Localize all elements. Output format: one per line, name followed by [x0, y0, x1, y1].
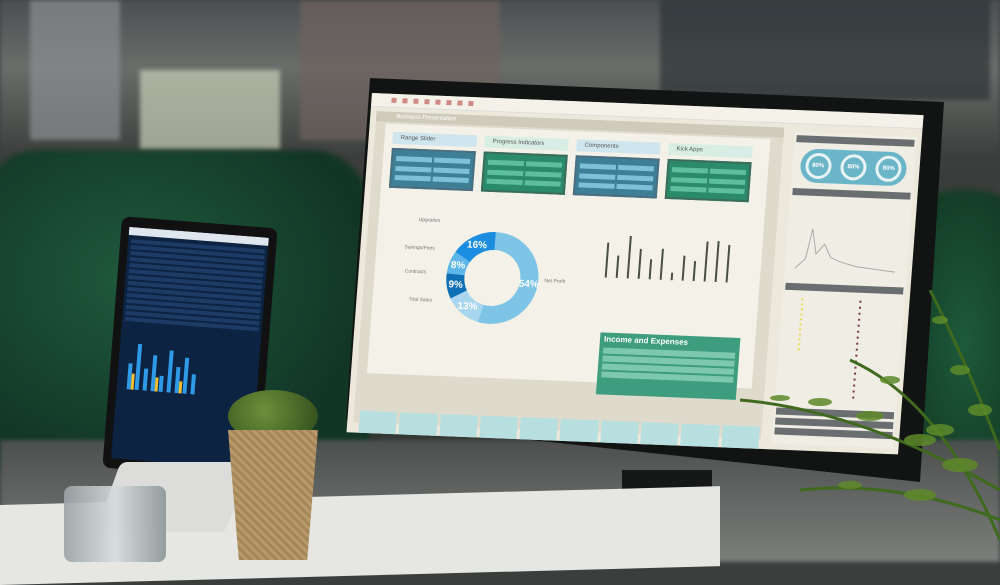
gauge: 80%: [839, 153, 868, 181]
donut-chart: 54% 13% 9% 8%16%: [446, 232, 539, 324]
donut-label: Upgrades: [418, 216, 441, 224]
sparkline-bar: [648, 259, 653, 280]
bar-sparkline: [604, 235, 731, 283]
gauge: 80%: [874, 155, 903, 183]
sparkline-bar: [703, 241, 709, 282]
donut-slice-label: 9%: [448, 279, 463, 291]
donut-slice: [446, 251, 470, 276]
donut-label: Trial Sales: [408, 296, 433, 304]
slide-page: Range Slider Progress Indicators Compone…: [366, 123, 771, 400]
sparkline-bar: [637, 248, 642, 279]
tablet-bar-chart: [126, 343, 196, 395]
gauge-group: 80% 80% 80%: [799, 148, 908, 187]
sparkline-bar: [681, 255, 686, 281]
document-area: Business Presentation Range Slider Progr…: [353, 111, 785, 453]
side-panel: 80% 80% 80%: [771, 132, 917, 449]
donut-label: Net Profit: [544, 278, 566, 285]
donut-slice-label: 54%: [518, 279, 539, 291]
donut-slice-label: 16%: [467, 240, 488, 252]
donut-slice: [446, 273, 467, 299]
glass-jar: [64, 486, 166, 562]
card-progress-indicators: Progress Indicators: [480, 135, 569, 195]
monitor-screen: Business Presentation Range Slider Progr…: [346, 93, 924, 455]
sparkline-bar: [615, 255, 620, 279]
sparkline-bar: [604, 242, 610, 278]
fern-plant: [740, 290, 1000, 541]
card-range-slider: Range Slider: [388, 131, 478, 192]
donut-slice: [477, 232, 539, 324]
line-chart-thumbnail: [794, 228, 895, 273]
sparkline-bar: [714, 240, 720, 282]
dot-chart-thumbnail: [797, 298, 862, 401]
card-kick-apps: Kick Apps: [664, 142, 753, 203]
burlap-pot: [228, 430, 318, 560]
sparkline-bar: [659, 248, 664, 280]
gauge: 80%: [804, 152, 833, 180]
tablet: [102, 216, 278, 480]
donut-label: Contracts: [404, 268, 427, 276]
donut-slice-label: 8%: [450, 260, 465, 272]
donut-slice: [450, 290, 484, 322]
donut-slice: [455, 232, 496, 263]
card-components: Components: [572, 139, 661, 199]
sparkline-bar: [626, 235, 632, 279]
sparkline-bar: [725, 244, 731, 283]
income-expenses-table: Income and Expenses: [595, 332, 741, 400]
donut-label: Savings/Fees: [404, 244, 435, 252]
sparkline-bar: [692, 261, 697, 282]
sparkline-bar: [670, 272, 674, 281]
donut-slice-label: 13%: [457, 301, 478, 313]
tablet-screen: [111, 226, 269, 470]
